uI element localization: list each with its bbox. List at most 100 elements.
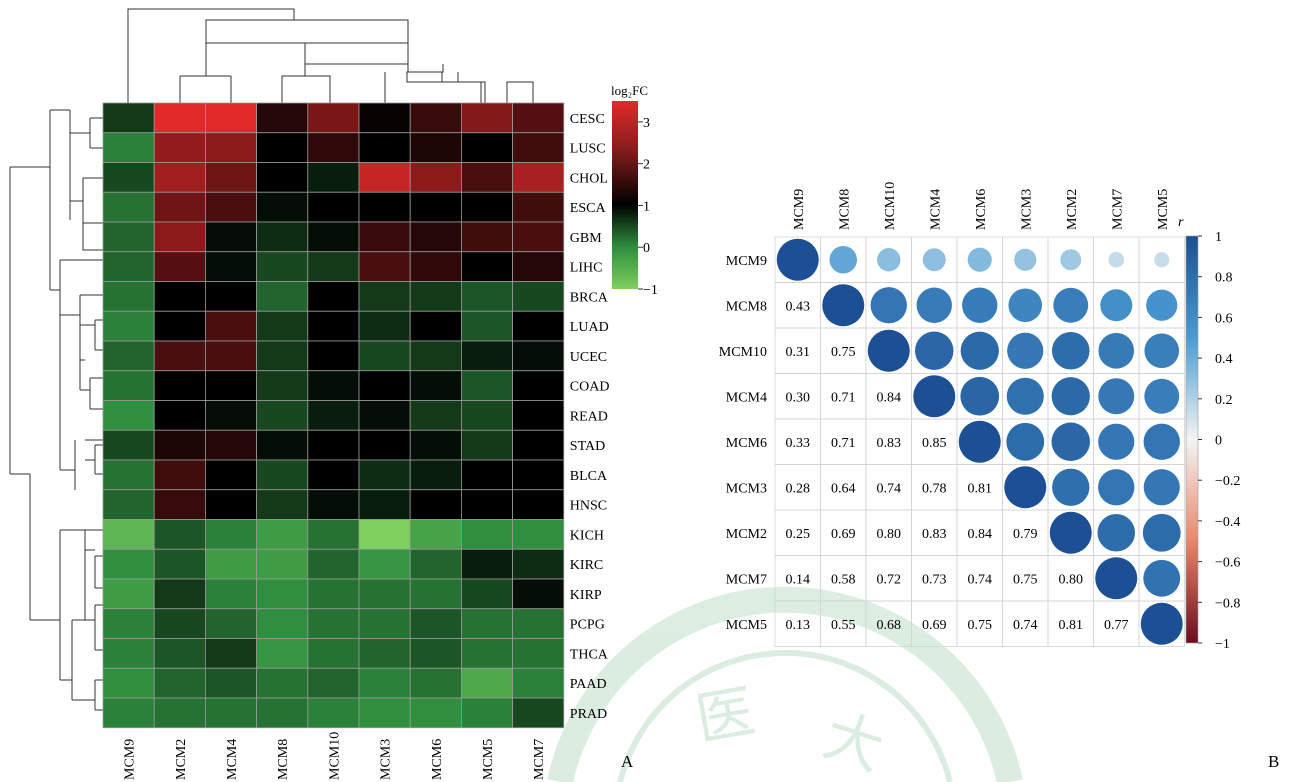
heatmap-cell-LUSC-MCM10 (307, 132, 360, 163)
heatmap-cell-HNSC-MCM3 (358, 489, 411, 520)
correlation-value-MCM6-MCM8: 0.71 (831, 436, 856, 451)
heatmap-column-label: MCM6 (430, 739, 445, 780)
correlation-value-MCM5-MCM4: 0.69 (922, 618, 947, 633)
heatmap-cell-CHOL-MCM7 (512, 162, 565, 193)
heatmap-cell-READ-MCM4 (204, 400, 257, 431)
heatmap-cell-ESCA-MCM9 (102, 191, 155, 223)
correlation-circle-MCM8-MCM8 (822, 284, 865, 327)
correlation-circle-MCM9-MCM4 (922, 248, 946, 272)
heatmap-cell-KICH-MCM7 (512, 519, 565, 550)
heatmap-cell-PCPG-MCM4 (204, 608, 257, 639)
heatmap-cell-KIRP-MCM7 (512, 578, 565, 610)
colorbar-a-tick-label: 1 (643, 199, 650, 214)
heatmap-cell-KIRP-MCM8 (256, 578, 309, 610)
correlation-cell-MCM5-MCM5 (1138, 600, 1185, 647)
correlation-value-MCM7-MCM8: 0.58 (831, 572, 856, 587)
correlation-value-MCM2-MCM8: 0.69 (831, 527, 856, 542)
heatmap-row-label: KIRP (570, 588, 602, 603)
heatmap-cell-KICH-MCM6 (409, 519, 462, 550)
heatmap-cell-CHOL-MCM8 (256, 162, 309, 193)
heatmap-cell-LIHC-MCM10 (307, 251, 360, 282)
correlation-circle-MCM6-MCM6 (958, 420, 1001, 463)
heatmap-row-label: KICH (570, 528, 604, 543)
heatmap-cell-BLCA-MCM3 (358, 459, 411, 491)
heatmap-cell-BLCA-MCM8 (256, 459, 309, 491)
column-dendrogram (127, 8, 534, 104)
colorbar-a-tick-label: 2 (643, 158, 650, 173)
heatmap-panel-a: CESC LUSC CHOL ESCA GBM LIHC BRCA LUAD UCEC COAD R… (9, 8, 658, 780)
correlation-column-label: MCM5 (1156, 189, 1171, 230)
correlation-row-label: MCM2 (726, 527, 767, 542)
heatmap-column-label: MCM8 (276, 739, 291, 780)
heatmap-cell-KICH-MCM4 (204, 519, 257, 550)
heatmap-row-label: COAD (570, 380, 610, 395)
correlation-value-MCM7-MCM4: 0.73 (922, 572, 947, 587)
heatmap-cell-KICH-MCM3 (358, 519, 411, 550)
correlation-value-MCM4-MCM10: 0.84 (877, 390, 902, 405)
log2fc-colorbar: log₂FC 3 2 1 0 −1 (611, 83, 658, 298)
correlation-circle-MCM4-MCM7 (1098, 378, 1135, 415)
correlation-row-labels: MCM9 MCM8 MCM10 MCM4 MCM6 MCM3 MCM2 MCM7 MCM5 (719, 254, 767, 633)
correlation-value-MCM7-MCM10: 0.72 (877, 572, 902, 587)
correlation-circle-MCM5-MCM5 (1140, 602, 1183, 645)
correlation-value-MCM2-MCM9: 0.25 (786, 527, 811, 542)
heatmap-cell-PAAD-MCM10 (307, 667, 360, 699)
heatmap-cell-STAD-MCM4 (204, 429, 257, 461)
correlation-circle-MCM2-MCM5 (1142, 513, 1181, 552)
correlation-value-MCM5-MCM6: 0.75 (968, 618, 993, 633)
heatmap-cell-READ-MCM5 (460, 400, 513, 431)
heatmap-cell-HNSC-MCM2 (153, 489, 206, 520)
heatmap-cell-HNSC-MCM4 (204, 489, 257, 520)
row-dendrogram (9, 109, 103, 711)
correlation-circle-MCM10-MCM6 (960, 331, 999, 370)
colorbar-a-title: log₂FC (611, 83, 648, 98)
heatmap-cell-HNSC-MCM7 (512, 489, 565, 520)
heatmap-cell-BRCA-MCM3 (358, 281, 411, 312)
heatmap-cell-BRCA-MCM2 (153, 281, 206, 312)
correlation-column-label: MCM7 (1110, 189, 1125, 230)
correlation-circle-MCM7-MCM7 (1095, 557, 1138, 600)
heatmap-cell-STAD-MCM2 (153, 429, 206, 461)
heatmap-cell-PRAD-MCM5 (460, 697, 513, 729)
heatmap-column-label: MCM9 (123, 739, 138, 780)
correlation-row-label: MCM6 (726, 436, 767, 451)
heatmap-cell-THCA-MCM7 (512, 638, 565, 669)
heatmap-cell-HNSC-MCM6 (409, 489, 462, 520)
heatmap-cell-LIHC-MCM4 (204, 251, 257, 282)
heatmap-cell-KICH-MCM8 (256, 519, 309, 550)
heatmap-cells (102, 102, 565, 729)
heatmap-cell-UCEC-MCM5 (460, 340, 513, 372)
correlation-value-MCM2-MCM6: 0.84 (968, 527, 993, 542)
heatmap-cell-UCEC-MCM9 (102, 340, 155, 372)
correlation-value-MCM5-MCM9: 0.13 (786, 618, 811, 633)
correlation-circle-MCM10-MCM3 (1007, 332, 1044, 369)
heatmap-row-label: BRCA (570, 290, 609, 305)
heatmap-cell-CESC-MCM9 (102, 102, 155, 134)
heatmap-cell-THCA-MCM5 (460, 638, 513, 669)
correlation-circle-MCM8-MCM10 (870, 287, 907, 324)
correlation-value-MCM2-MCM10: 0.80 (877, 527, 902, 542)
correlation-column-label: MCM3 (1019, 189, 1034, 230)
heatmap-cell-PRAD-MCM7 (512, 697, 565, 729)
heatmap-cell-ESCA-MCM4 (204, 191, 257, 223)
correlation-value-MCM5-MCM10: 0.68 (877, 618, 902, 633)
heatmap-cell-PRAD-MCM4 (204, 697, 257, 729)
correlation-column-label: MCM9 (792, 189, 807, 230)
heatmap-cell-COAD-MCM3 (358, 370, 411, 401)
heatmap-column-label: MCM5 (481, 739, 496, 780)
heatmap-cell-KIRC-MCM5 (460, 548, 513, 580)
colorbar-b-tick-label: 0.2 (1215, 393, 1233, 408)
r-colorbar: r 1 0.8 0.6 0.4 0.2 0 −0.2 −0.4 −0.6 −0.8 −1 (1178, 215, 1240, 652)
heatmap-row-label: UCEC (570, 350, 607, 365)
heatmap-cell-COAD-MCM5 (460, 370, 513, 401)
heatmap-cell-BRCA-MCM7 (512, 281, 565, 312)
heatmap-cell-STAD-MCM6 (409, 429, 462, 461)
heatmap-cell-LUSC-MCM9 (102, 132, 155, 163)
heatmap-cell-PRAD-MCM2 (153, 697, 206, 729)
correlation-column-labels: MCM9 MCM8 MCM10 MCM4 MCM6 MCM3 MCM2 MCM7 MCM5 (792, 182, 1171, 230)
heatmap-cell-BRCA-MCM10 (307, 281, 360, 312)
heatmap-cell-PCPG-MCM8 (256, 608, 309, 639)
correlation-circle-MCM9-MCM10 (877, 248, 901, 272)
correlation-column-label: MCM4 (928, 189, 943, 230)
heatmap-column-label: MCM3 (379, 739, 394, 780)
